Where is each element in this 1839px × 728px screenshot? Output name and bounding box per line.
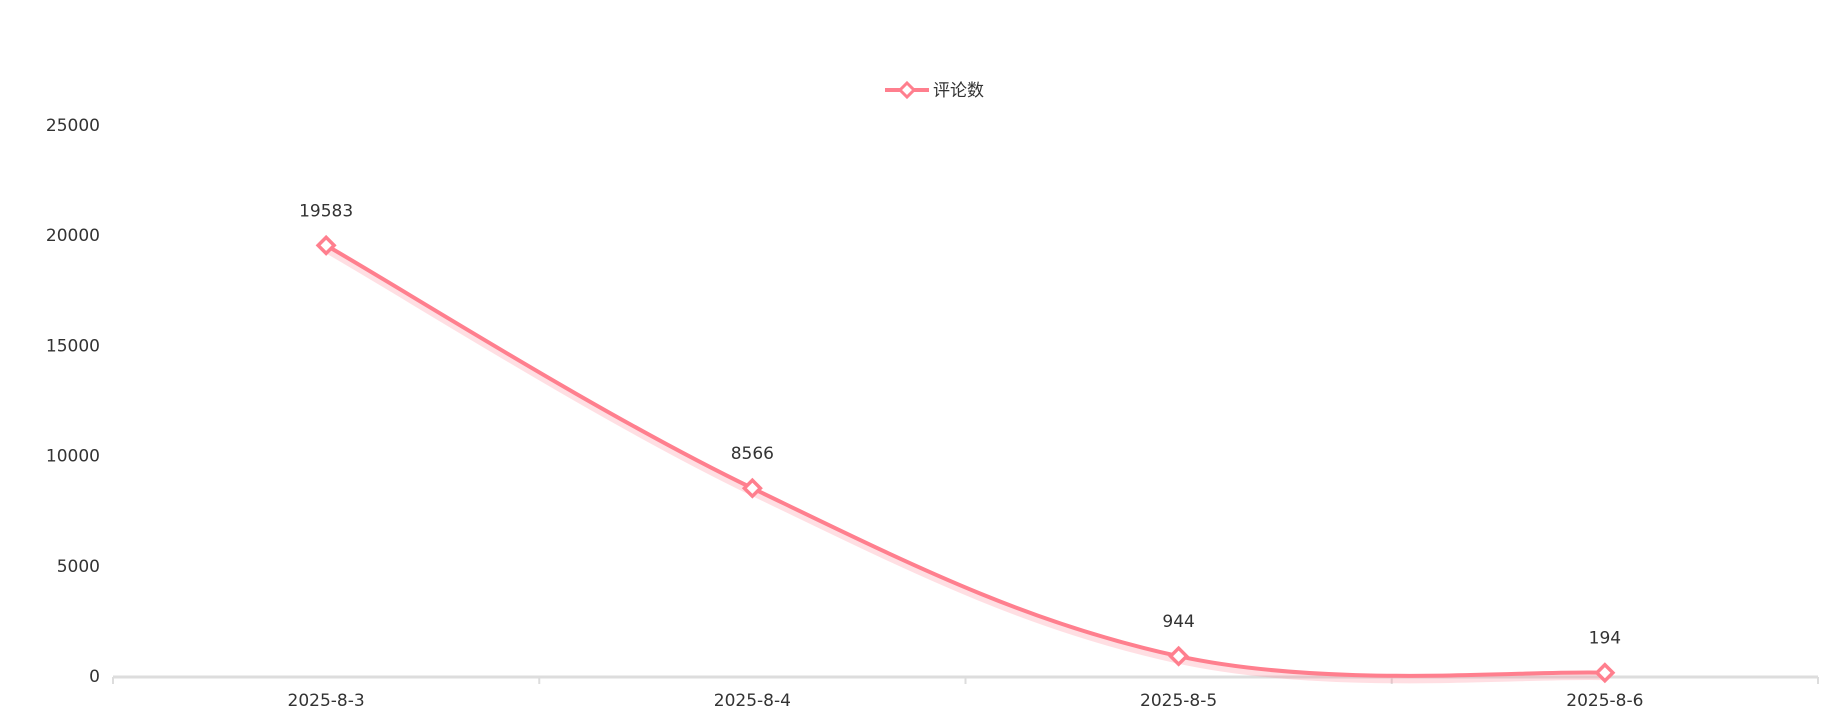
data-label: 8566 (731, 444, 774, 464)
x-tick-label: 2025-8-4 (714, 691, 791, 711)
y-tick-label: 15000 (46, 336, 100, 356)
point-marker (1594, 662, 1616, 684)
y-tick-label: 25000 (46, 116, 100, 136)
x-tick-label: 2025-8-3 (288, 691, 365, 711)
data-label: 944 (1162, 612, 1194, 632)
y-tick-label: 10000 (46, 447, 100, 467)
y-tick-label: 0 (89, 667, 100, 687)
x-tick-label: 2025-8-6 (1566, 691, 1643, 711)
x-tick-label: 2025-8-5 (1140, 691, 1217, 711)
data-label: 194 (1589, 629, 1621, 649)
point-marker (315, 234, 337, 256)
legend-marker (897, 80, 917, 100)
point-marker (741, 477, 763, 499)
legend-label: 评论数 (933, 81, 984, 101)
line-shadow (324, 246, 1606, 684)
y-tick-label: 20000 (46, 226, 100, 246)
y-tick-label: 5000 (57, 557, 100, 577)
data-label: 19583 (299, 201, 353, 221)
series-line (325, 243, 1605, 678)
point-marker (1168, 645, 1190, 667)
